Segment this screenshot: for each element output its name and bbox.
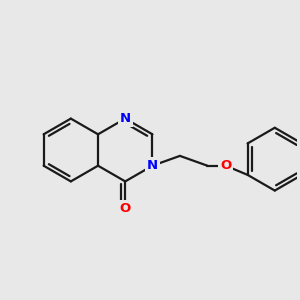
- Text: N: N: [120, 112, 131, 125]
- Text: O: O: [220, 159, 231, 172]
- Text: O: O: [120, 202, 131, 215]
- Text: N: N: [147, 159, 158, 172]
